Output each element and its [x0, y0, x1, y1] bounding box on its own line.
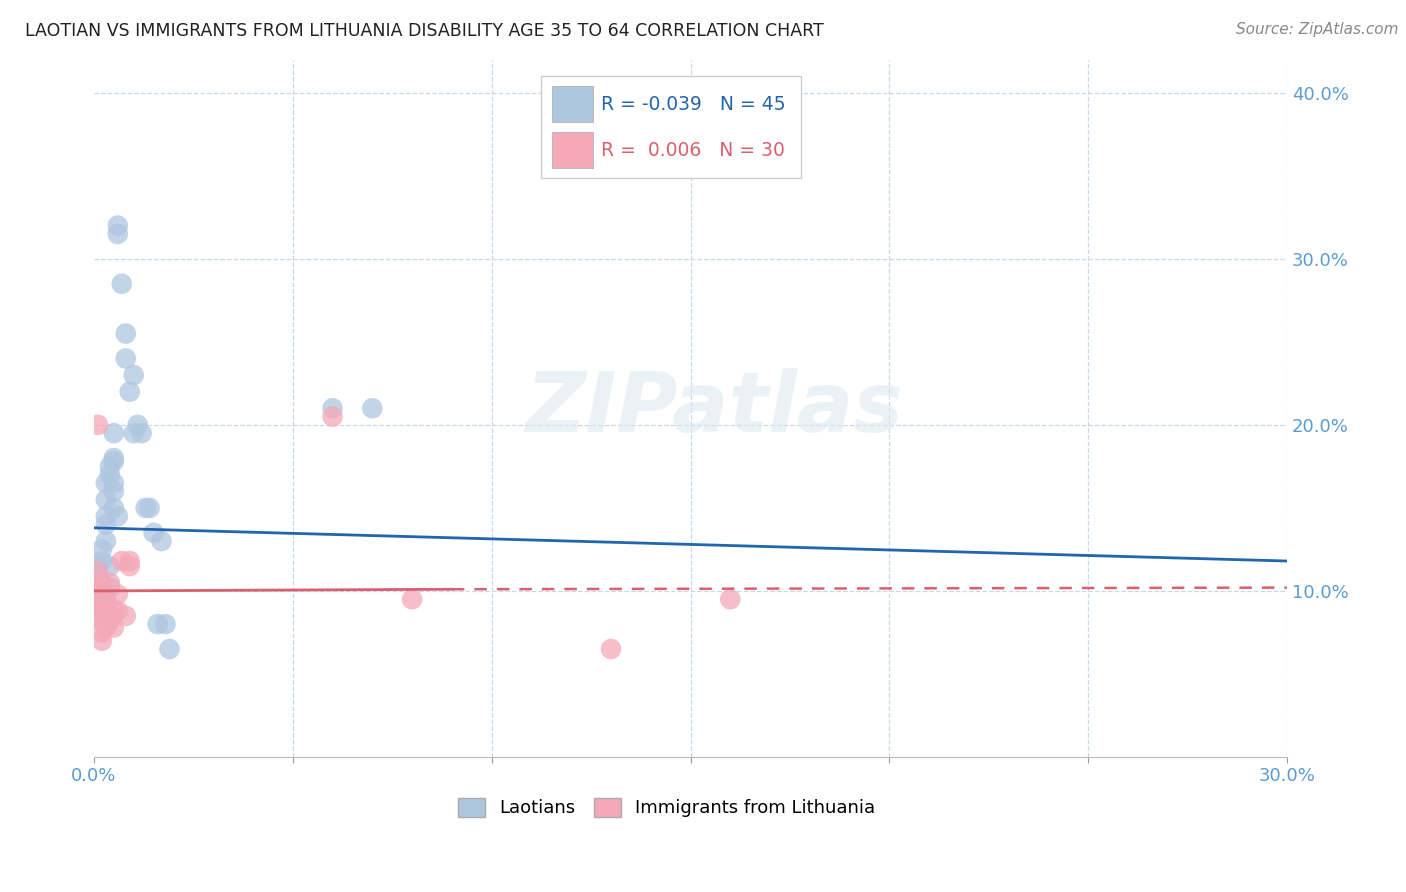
Point — [118, 384, 141, 399]
Point — [94, 592, 117, 607]
Point — [90, 614, 112, 628]
Point — [90, 554, 112, 568]
Point — [87, 575, 110, 590]
Point — [90, 575, 112, 590]
Point — [114, 326, 136, 341]
Point — [103, 500, 125, 515]
Point — [107, 604, 129, 618]
Point — [90, 600, 112, 615]
Point — [131, 426, 153, 441]
Point — [114, 608, 136, 623]
Point — [322, 409, 344, 424]
Point — [90, 587, 112, 601]
Point — [103, 484, 125, 499]
Point — [94, 517, 117, 532]
Point — [87, 559, 110, 574]
Point — [322, 401, 344, 416]
Point — [103, 454, 125, 468]
Point — [107, 509, 129, 524]
Point — [111, 277, 134, 291]
Point — [118, 554, 141, 568]
Point — [87, 587, 110, 601]
Point — [90, 625, 112, 640]
Point — [118, 559, 141, 574]
Point — [98, 559, 121, 574]
Text: R = -0.039   N = 45: R = -0.039 N = 45 — [602, 95, 786, 113]
Point — [98, 575, 121, 590]
Point — [107, 219, 129, 233]
Text: Source: ZipAtlas.com: Source: ZipAtlas.com — [1236, 22, 1399, 37]
Legend: Laotians, Immigrants from Lithuania: Laotians, Immigrants from Lithuania — [451, 791, 883, 824]
Point — [600, 642, 623, 657]
Bar — [551, 132, 593, 168]
Point — [87, 417, 110, 432]
Point — [103, 475, 125, 490]
Point — [94, 592, 117, 607]
Point — [94, 600, 117, 615]
Point — [718, 592, 741, 607]
Point — [98, 467, 121, 482]
Point — [94, 620, 117, 634]
Point — [94, 604, 117, 618]
Point — [142, 525, 165, 540]
Point — [122, 426, 145, 441]
Point — [94, 509, 117, 524]
Point — [103, 620, 125, 634]
Point — [90, 575, 112, 590]
Point — [146, 617, 169, 632]
Point — [90, 542, 112, 557]
Point — [87, 564, 110, 578]
Point — [103, 451, 125, 466]
Point — [98, 581, 121, 595]
Point — [98, 459, 121, 474]
Point — [103, 426, 125, 441]
Point — [159, 642, 181, 657]
Point — [87, 571, 110, 585]
Point — [87, 597, 110, 611]
Point — [94, 614, 117, 628]
Point — [94, 534, 117, 549]
Point — [98, 614, 121, 628]
Text: R =  0.006   N = 30: R = 0.006 N = 30 — [602, 141, 785, 160]
Point — [111, 554, 134, 568]
Point — [90, 587, 112, 601]
Point — [90, 633, 112, 648]
Point — [94, 475, 117, 490]
Text: ZIPatlas: ZIPatlas — [526, 368, 903, 449]
Point — [150, 534, 173, 549]
Point — [87, 608, 110, 623]
Point — [107, 587, 129, 601]
Point — [90, 592, 112, 607]
Point — [135, 500, 157, 515]
Bar — [551, 87, 593, 122]
Point — [98, 608, 121, 623]
Point — [114, 351, 136, 366]
Point — [401, 592, 423, 607]
Point — [127, 417, 149, 432]
Point — [122, 368, 145, 382]
Point — [155, 617, 177, 632]
Point — [107, 227, 129, 241]
Point — [138, 500, 160, 515]
Point — [103, 604, 125, 618]
Point — [94, 492, 117, 507]
Text: LAOTIAN VS IMMIGRANTS FROM LITHUANIA DISABILITY AGE 35 TO 64 CORRELATION CHART: LAOTIAN VS IMMIGRANTS FROM LITHUANIA DIS… — [25, 22, 824, 40]
Point — [361, 401, 384, 416]
